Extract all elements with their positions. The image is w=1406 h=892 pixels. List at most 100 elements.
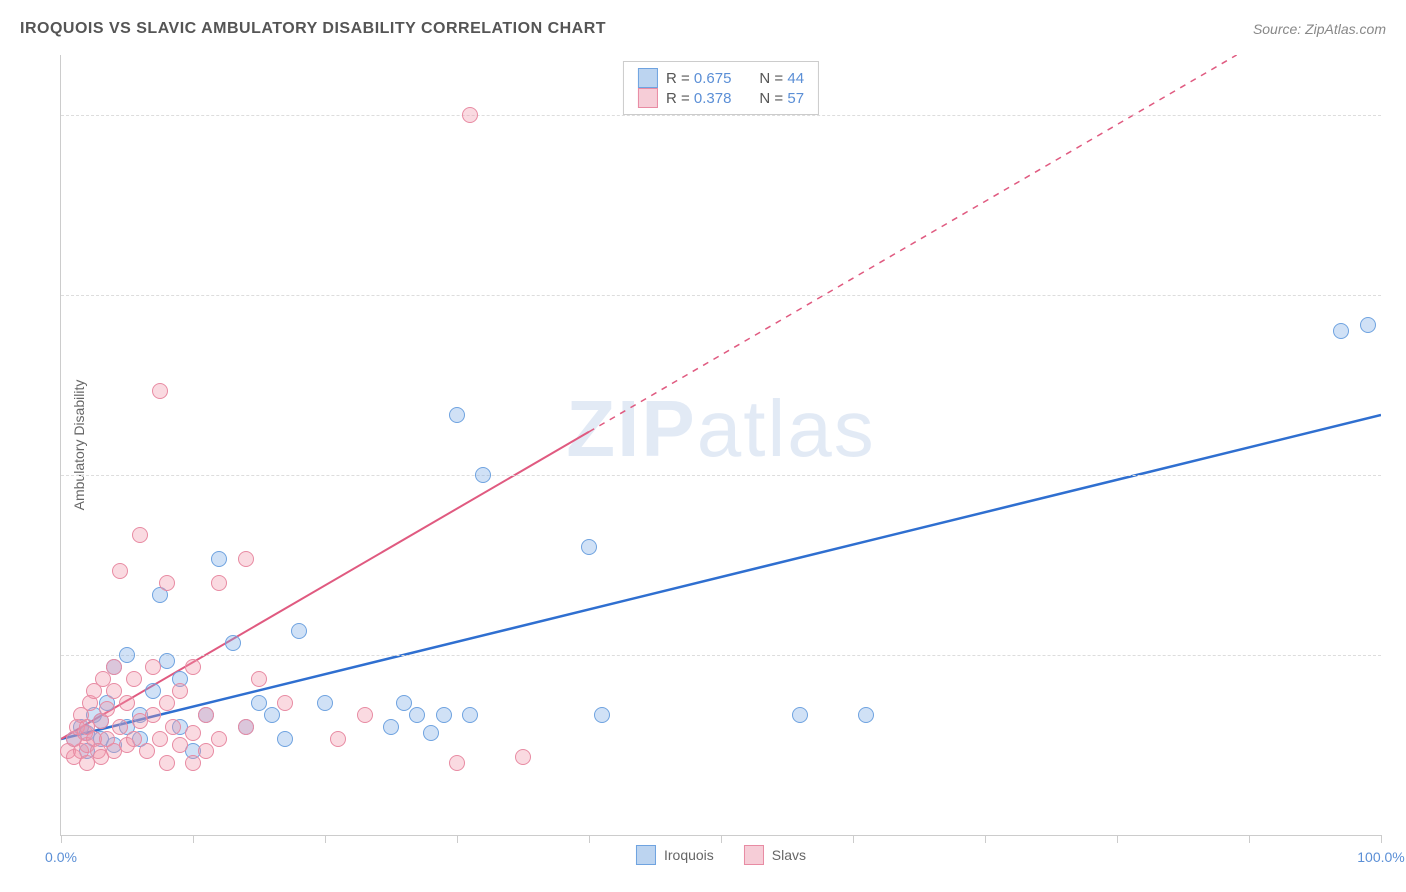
x-tick	[589, 835, 590, 843]
scatter-point	[251, 695, 267, 711]
x-tick	[61, 835, 62, 843]
x-tick	[721, 835, 722, 843]
scatter-point	[396, 695, 412, 711]
scatter-point	[165, 719, 181, 735]
legend-r-label: R = 0.378	[666, 90, 731, 107]
scatter-point	[238, 551, 254, 567]
scatter-point	[159, 695, 175, 711]
scatter-point	[383, 719, 399, 735]
scatter-point	[449, 755, 465, 771]
scatter-point	[99, 701, 115, 717]
legend-item: Iroquois	[636, 845, 714, 865]
scatter-point	[198, 743, 214, 759]
scatter-point	[462, 707, 478, 723]
scatter-point	[145, 659, 161, 675]
scatter-point	[436, 707, 452, 723]
legend-swatch-icon	[636, 845, 656, 865]
chart-plot-area: Ambulatory Disability ZIPatlas R = 0.675…	[60, 55, 1381, 836]
x-tick	[1249, 835, 1250, 843]
series-legend: Iroquois Slavs	[636, 845, 806, 865]
scatter-point	[515, 749, 531, 765]
scatter-point	[185, 755, 201, 771]
scatter-point	[357, 707, 373, 723]
scatter-point	[594, 707, 610, 723]
scatter-point	[139, 743, 155, 759]
x-tick	[193, 835, 194, 843]
scatter-point	[152, 731, 168, 747]
legend-item-label: Slavs	[772, 847, 806, 863]
scatter-point	[291, 623, 307, 639]
scatter-point	[330, 731, 346, 747]
scatter-point	[475, 467, 491, 483]
y-tick-label: 15.0%	[1391, 647, 1406, 663]
scatter-point	[119, 695, 135, 711]
chart-title: IROQUOIS VS SLAVIC AMBULATORY DISABILITY…	[20, 20, 606, 38]
scatter-point	[152, 383, 168, 399]
x-tick	[325, 835, 326, 843]
scatter-point	[581, 539, 597, 555]
scatter-point	[792, 707, 808, 723]
scatter-point	[449, 407, 465, 423]
x-tick-label: 0.0%	[45, 849, 77, 865]
scatter-point	[1333, 323, 1349, 339]
legend-item: Slavs	[744, 845, 806, 865]
scatter-point	[317, 695, 333, 711]
scatter-point	[106, 659, 122, 675]
x-tick	[1117, 835, 1118, 843]
scatter-point	[423, 725, 439, 741]
scatter-point	[225, 635, 241, 651]
scatter-point	[277, 695, 293, 711]
scatter-point	[172, 737, 188, 753]
y-tick-label: 30.0%	[1391, 467, 1406, 483]
x-tick	[853, 835, 854, 843]
gridline-h	[61, 295, 1381, 296]
legend-r-label: R = 0.675	[666, 70, 731, 87]
legend-item-label: Iroquois	[664, 847, 714, 863]
y-tick-label: 45.0%	[1391, 287, 1406, 303]
legend-row: R = 0.378 N = 57	[638, 88, 804, 108]
source-label: Source: ZipAtlas.com	[1253, 21, 1386, 37]
legend-swatch-icon	[638, 88, 658, 108]
legend-row: R = 0.675 N = 44	[638, 68, 804, 88]
scatter-point	[159, 755, 175, 771]
scatter-point	[126, 731, 142, 747]
x-tick	[457, 835, 458, 843]
scatter-point	[409, 707, 425, 723]
scatter-point	[264, 707, 280, 723]
scatter-point	[211, 575, 227, 591]
scatter-point	[159, 575, 175, 591]
scatter-point	[112, 563, 128, 579]
scatter-point	[277, 731, 293, 747]
legend-n-label: N = 57	[759, 90, 804, 107]
watermark: ZIPatlas	[566, 383, 875, 475]
scatter-point	[132, 527, 148, 543]
scatter-point	[858, 707, 874, 723]
gridline-h	[61, 115, 1381, 116]
scatter-point	[112, 719, 128, 735]
scatter-point	[145, 683, 161, 699]
x-tick-label: 100.0%	[1357, 849, 1404, 865]
scatter-point	[251, 671, 267, 687]
scatter-point	[1360, 317, 1376, 333]
scatter-point	[126, 671, 142, 687]
scatter-point	[185, 659, 201, 675]
scatter-point	[185, 725, 201, 741]
scatter-point	[198, 707, 214, 723]
x-tick	[985, 835, 986, 843]
gridline-h	[61, 475, 1381, 476]
x-tick	[1381, 835, 1382, 843]
scatter-point	[462, 107, 478, 123]
scatter-point	[238, 719, 254, 735]
scatter-point	[211, 731, 227, 747]
legend-n-label: N = 44	[759, 70, 804, 87]
scatter-point	[211, 551, 227, 567]
gridline-h	[61, 655, 1381, 656]
y-axis-label: Ambulatory Disability	[71, 380, 87, 511]
y-tick-label: 60.0%	[1391, 107, 1406, 123]
scatter-point	[106, 683, 122, 699]
legend-swatch-icon	[744, 845, 764, 865]
scatter-point	[119, 647, 135, 663]
correlation-legend: R = 0.675 N = 44 R = 0.378 N = 57	[623, 61, 819, 115]
scatter-point	[145, 707, 161, 723]
scatter-point	[172, 683, 188, 699]
